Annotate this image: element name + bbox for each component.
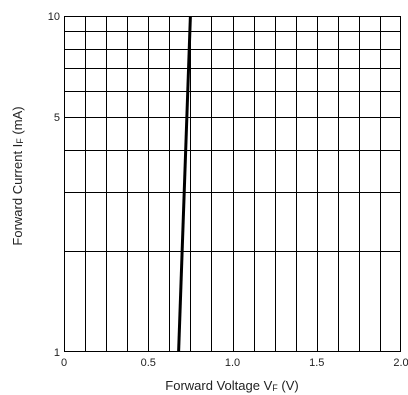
plot-frame [64, 16, 401, 352]
x-tick-label: 0 [61, 357, 67, 369]
x-tick-label: 0.5 [141, 357, 156, 369]
y-axis-title-prefix: Forward Current I [10, 144, 25, 246]
y-tick-label: 1 [54, 347, 60, 359]
y-tick-label: 10 [48, 11, 60, 23]
y-axis-title: Forward Current IF (mA) [10, 106, 25, 245]
grid [64, 16, 401, 352]
plot-border [64, 16, 401, 352]
y-axis-title-subscript: F [15, 138, 25, 144]
x-tick-labels: 0 0.5 1.0 1.5 2.0 [61, 357, 408, 369]
y-tick-label: 5 [54, 112, 60, 124]
x-axis-title: Forward Voltage VF (V) [165, 378, 298, 393]
x-tick-label: 2.0 [393, 357, 408, 369]
series-layer [177, 15, 192, 353]
series-line-1 [177, 15, 192, 353]
x-axis-title-subscript: F [272, 383, 278, 393]
y-axis-title-suffix: (mA) [10, 106, 25, 138]
x-axis-title-prefix: Forward Voltage V [165, 378, 272, 393]
x-axis-title-suffix: (V) [278, 378, 299, 393]
x-tick-label: 1.0 [225, 357, 240, 369]
x-tick-label: 1.5 [309, 357, 324, 369]
